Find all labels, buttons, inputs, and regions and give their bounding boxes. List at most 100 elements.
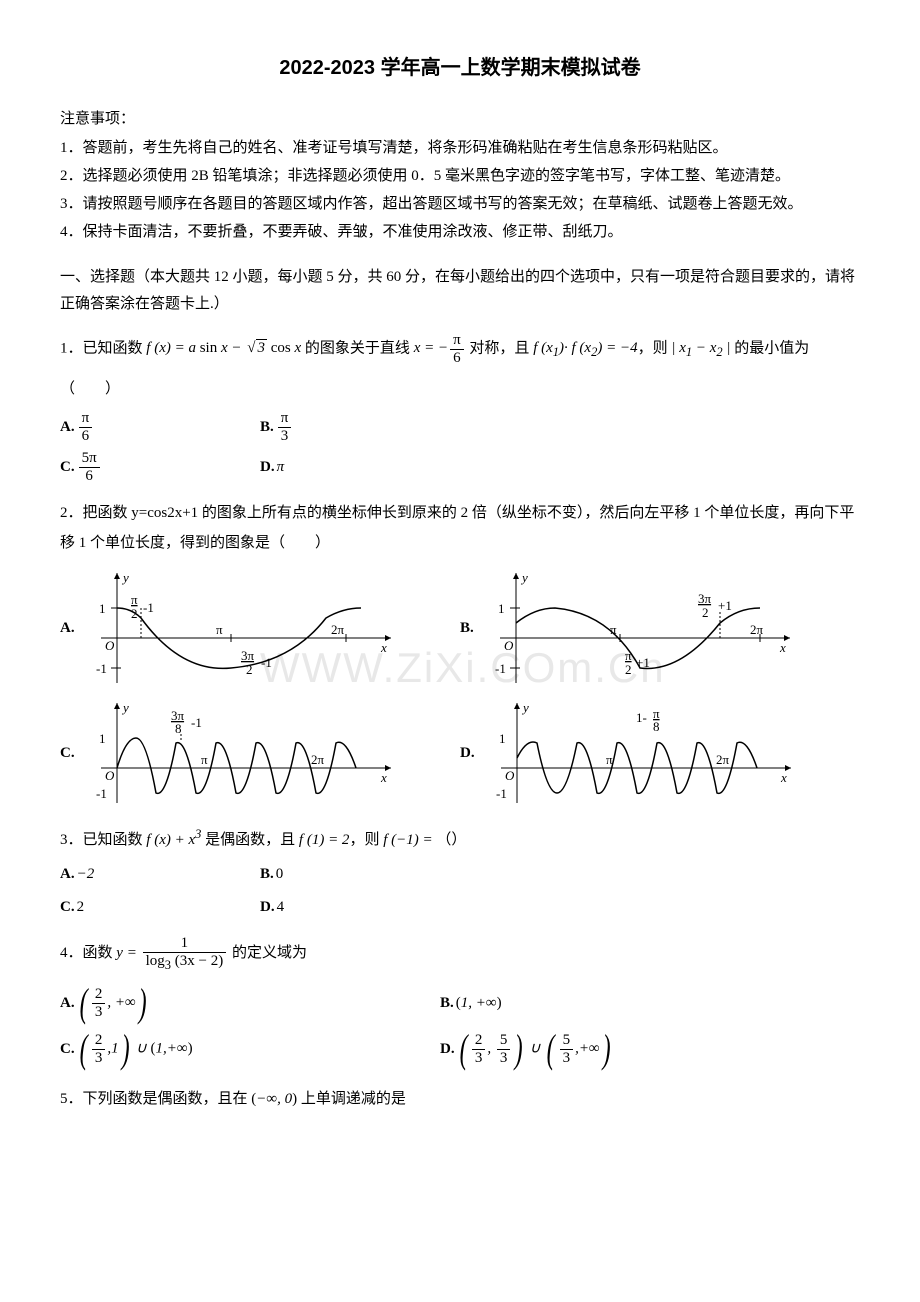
question-3: 3．已知函数 f (x) + x3 是偶函数，且 f (1) = 2，则 f (… xyxy=(60,822,860,855)
page-content: 2022-2023 学年高一上数学期末模拟试卷 注意事项： 1．答题前，考生先将… xyxy=(60,50,860,1114)
q4-number: 4． xyxy=(60,945,83,961)
section1-header: 一、选择题（本大题共 12 小题，每小题 5 分，共 60 分，在每小题给出的四… xyxy=(60,264,860,318)
notice-item-2: 2．选择题必须使用 2B 铅笔填涂；非选择题必须使用 0．5 毫米黑色字迹的签字… xyxy=(60,163,860,190)
graph-label-b: B. xyxy=(460,615,474,642)
q1-blank: （ ） xyxy=(60,374,860,404)
q3-option-c: C.2 xyxy=(60,894,260,921)
q4-option-b: B.(1, +∞) xyxy=(440,986,502,1020)
q1-p5: 的最小值为 xyxy=(731,340,810,356)
svg-text:8: 8 xyxy=(653,719,660,734)
svg-text:y: y xyxy=(521,700,529,715)
svg-text:-1: -1 xyxy=(96,661,107,676)
q3-f1: f (1) = 2 xyxy=(299,832,350,848)
notice-header: 注意事项： xyxy=(60,106,860,133)
question-5: 5．下列函数是偶函数，且在 (−∞, 0) 上单调递减的是 xyxy=(60,1084,860,1114)
q2-graph-c: C. O y x 1 -1 π 2π 3π 8 -1 xyxy=(60,698,430,808)
q5-p1: 下列函数是偶函数，且在 xyxy=(83,1091,252,1107)
svg-text:O: O xyxy=(505,768,515,783)
graph-label-d: D. xyxy=(460,740,475,767)
svg-text:x: x xyxy=(380,640,387,655)
svg-text:-1: -1 xyxy=(143,600,154,615)
svg-text:+1: +1 xyxy=(636,655,650,670)
q3-p3: ，则 xyxy=(349,832,383,848)
question-2: 2．把函数 y=cos2x+1 的图象上所有点的横坐标伸长到原来的 2 倍（纵坐… xyxy=(60,498,860,558)
svg-text:-1: -1 xyxy=(96,786,107,801)
svg-text:3π: 3π xyxy=(698,591,712,606)
q1-options-row2: C.5π6 D.π xyxy=(60,450,860,484)
svg-text:1-: 1- xyxy=(636,710,647,725)
q3-fm1: f (−1) = xyxy=(383,832,436,848)
graph-b-svg: O y x 1 -1 π 2π 3π 2 +1 π 2 +1 xyxy=(480,568,800,688)
graph-a-svg: O y x 1 -1 π 2 -1 π 2π 3π 2 -1 xyxy=(81,568,401,688)
label-c3: C. xyxy=(60,894,75,921)
q1-option-a: A.π6 xyxy=(60,410,260,444)
question-1: 1．已知函数 f (x) = a sin x − 3 cos x 的图象关于直线… xyxy=(60,332,860,404)
q1-p4: ，则 xyxy=(638,340,672,356)
label-a: A. xyxy=(60,414,75,441)
q5-number: 5． xyxy=(60,1091,83,1107)
svg-text:2: 2 xyxy=(625,662,632,677)
q3-options-row2: C.2 D.4 xyxy=(60,894,860,921)
svg-text:y: y xyxy=(520,570,528,585)
svg-text:2: 2 xyxy=(131,606,138,621)
svg-text:2: 2 xyxy=(702,605,709,620)
q3-fn: f (x) + x3 xyxy=(146,832,201,848)
q5-interval: (−∞, 0) xyxy=(251,1091,297,1107)
q4-option-d: D.(23, 53) ∪ (53,+∞) xyxy=(440,1032,613,1066)
q4-options-row1: A.(23, +∞) B.(1, +∞) xyxy=(60,986,860,1020)
svg-text:3π: 3π xyxy=(241,648,255,663)
label-c: C. xyxy=(60,454,75,481)
svg-text:O: O xyxy=(105,768,115,783)
q4-option-c: C.(23,1) ∪ (1,+∞) xyxy=(60,1032,440,1066)
q2-graph-a: A. O y x 1 -1 π 2 -1 π 2π xyxy=(60,568,430,688)
exam-title: 2022-2023 学年高一上数学期末模拟试卷 xyxy=(60,50,860,86)
q1-option-c: C.5π6 xyxy=(60,450,260,484)
q2-graph-b: B. O y x 1 -1 π 2π 3π 2 +1 π xyxy=(460,568,830,688)
svg-text:π: π xyxy=(216,622,223,637)
svg-text:O: O xyxy=(105,638,115,653)
q1-p1: 已知函数 xyxy=(83,340,147,356)
svg-text:1: 1 xyxy=(498,601,505,616)
svg-text:-1: -1 xyxy=(495,661,506,676)
q3-option-a: A. −2 xyxy=(60,861,260,888)
notice-item-3: 3．请按照题号顺序在各题目的答题区域内作答，超出答题区域书写的答案无效；在草稿纸… xyxy=(60,191,860,218)
svg-text:8: 8 xyxy=(175,721,182,736)
svg-text:π: π xyxy=(131,592,138,607)
svg-text:-1: -1 xyxy=(496,786,507,801)
graph-label-c: C. xyxy=(60,740,75,767)
label-d3: D. xyxy=(260,894,275,921)
graph-c-svg: O y x 1 -1 π 2π 3π 8 -1 xyxy=(81,698,401,808)
q4-p2: 的定义域为 xyxy=(228,945,307,961)
label-b4: B. xyxy=(440,990,454,1017)
svg-text:2π: 2π xyxy=(716,752,730,767)
svg-text:-1: -1 xyxy=(191,715,202,730)
q1-fn: f (x) = a sin x − 3 cos x xyxy=(146,340,301,356)
label-d4: D. xyxy=(440,1036,455,1063)
label-b: B. xyxy=(260,414,274,441)
q1-prod: f (x1)· f (x2) = −4 xyxy=(533,340,637,356)
q2-number: 2． xyxy=(60,505,83,521)
q4-p1: 函数 xyxy=(83,945,117,961)
q5-p2: 上单调递减的是 xyxy=(297,1091,406,1107)
q1-options-row1: A.π6 B.π3 xyxy=(60,410,860,444)
q1-p3: 对称，且 xyxy=(466,340,534,356)
q4-fn: y = 1log3 (3x − 2) xyxy=(116,945,228,961)
svg-text:π: π xyxy=(606,752,613,767)
label-a4: A. xyxy=(60,990,75,1017)
q4-option-a: A.(23, +∞) xyxy=(60,986,440,1020)
svg-text:1: 1 xyxy=(99,731,106,746)
svg-text:x: x xyxy=(779,640,786,655)
svg-text:2π: 2π xyxy=(331,622,345,637)
q1-number: 1． xyxy=(60,340,83,356)
q3-option-b: B.0 xyxy=(260,861,490,888)
svg-text:π: π xyxy=(201,752,208,767)
label-a3: A. xyxy=(60,861,75,888)
svg-text:O: O xyxy=(504,638,514,653)
q3-number: 3． xyxy=(60,832,83,848)
svg-text:x: x xyxy=(780,770,787,785)
q1-option-d: D.π xyxy=(260,450,460,484)
q2-stem: 把函数 y=cos2x+1 的图象上所有点的横坐标伸长到原来的 2 倍（纵坐标不… xyxy=(60,505,854,551)
q3-p1: 已知函数 xyxy=(83,832,147,848)
svg-text:1: 1 xyxy=(499,731,506,746)
svg-text:+1: +1 xyxy=(718,598,732,613)
